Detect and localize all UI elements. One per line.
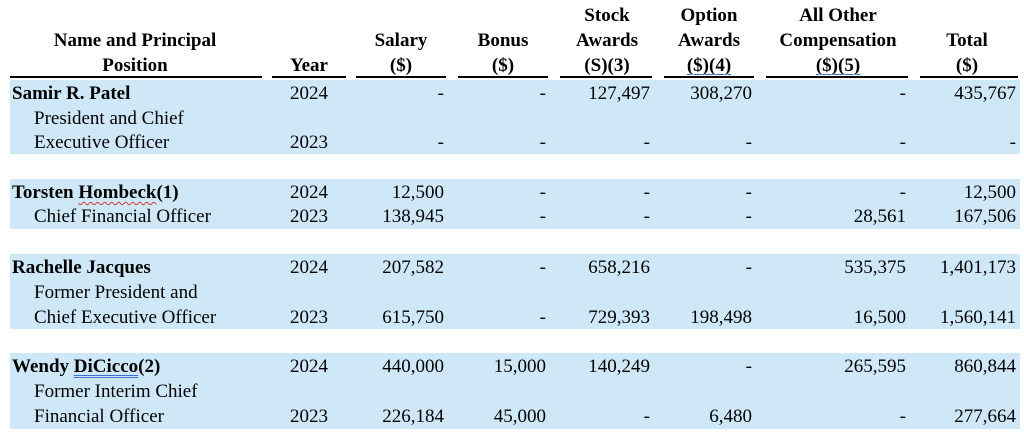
- bonus-cell: -: [539, 257, 546, 278]
- header-name-position: Name and Principal Position: [53, 30, 217, 76]
- option-cell: -: [745, 257, 752, 278]
- option-cell: 6,480: [709, 406, 752, 427]
- salary-cell: 226,184: [382, 406, 444, 427]
- bonus-cell: -: [539, 83, 546, 104]
- year-cell: 2023: [290, 132, 328, 153]
- officer-name: Rachelle Jacques: [12, 257, 151, 278]
- other-cell: -: [899, 83, 906, 104]
- officer-title: Executive Officer: [34, 132, 170, 153]
- header-option-awards: Option Awards ($)(4): [678, 5, 740, 76]
- stock-cell: 127,497: [588, 83, 650, 104]
- option-cell: -: [745, 182, 752, 203]
- header-rule-stock: [560, 76, 652, 78]
- option-cell: -: [745, 132, 752, 153]
- salary-cell: -: [437, 132, 444, 153]
- officer-name: Torsten Hombeck(1): [12, 182, 179, 203]
- officer-band: [10, 254, 1020, 329]
- bonus-cell: 15,000: [493, 356, 546, 377]
- officer-title: Former Interim Chief: [34, 381, 198, 402]
- year-cell: 2023: [290, 206, 328, 227]
- total-cell: 277,664: [954, 406, 1016, 427]
- option-cell: -: [745, 356, 752, 377]
- salary-cell: 440,000: [382, 356, 444, 377]
- total-cell: -: [1009, 132, 1016, 153]
- header-rule-year: [272, 76, 346, 78]
- bonus-cell: -: [539, 132, 546, 153]
- officer-band: [10, 179, 1020, 229]
- option-cell: 198,498: [690, 307, 752, 328]
- year-cell: 2024: [290, 83, 328, 104]
- total-cell: 1,560,141: [940, 307, 1016, 328]
- officer-name: Wendy DiCicco(2): [12, 356, 161, 377]
- bonus-cell: -: [539, 307, 546, 328]
- header-bonus: Bonus ($): [477, 30, 529, 76]
- other-cell: 28,561: [853, 206, 906, 227]
- salary-cell: -: [437, 83, 444, 104]
- header-rule-total: [920, 76, 1018, 78]
- header-stock-awards: Stock Awards (S)(3): [576, 5, 638, 76]
- stock-cell: 658,216: [588, 257, 650, 278]
- header-year: Year: [290, 55, 328, 76]
- stock-cell: -: [643, 406, 650, 427]
- year-cell: 2023: [290, 307, 328, 328]
- header-rule-option: [664, 76, 754, 78]
- other-cell: 535,375: [844, 257, 906, 278]
- officer-title: Former President and: [34, 282, 198, 303]
- other-cell: -: [899, 132, 906, 153]
- header-rule-name: [10, 76, 262, 78]
- stock-cell: 729,393: [588, 307, 650, 328]
- officer-band: [10, 353, 1020, 429]
- total-cell: 167,506: [954, 206, 1016, 227]
- year-cell: 2024: [290, 356, 328, 377]
- year-cell: 2024: [290, 182, 328, 203]
- other-cell: -: [899, 406, 906, 427]
- other-cell: -: [899, 182, 906, 203]
- stock-cell: -: [643, 206, 650, 227]
- year-cell: 2023: [290, 406, 328, 427]
- salary-cell: 12,500: [391, 182, 444, 203]
- stock-cell: 140,249: [588, 356, 650, 377]
- header-total: Total ($): [946, 30, 988, 76]
- other-cell: 265,595: [844, 356, 906, 377]
- bonus-cell: -: [539, 182, 546, 203]
- total-cell: 860,844: [954, 356, 1016, 377]
- officer-title: President and Chief: [34, 108, 184, 129]
- stock-cell: -: [643, 132, 650, 153]
- total-cell: 1,401,173: [940, 257, 1016, 278]
- officer-title: Financial Officer: [34, 406, 164, 427]
- header-salary: Salary ($): [374, 30, 428, 76]
- officer-title: Chief Financial Officer: [34, 206, 211, 227]
- header-all-other-compensation: All Other Compensation ($)(5): [779, 5, 897, 76]
- bonus-cell: 45,000: [493, 406, 546, 427]
- officer-name: Samir R. Patel: [12, 83, 131, 104]
- header-rule-bonus: [458, 76, 548, 78]
- header-rule-salary: [356, 76, 446, 78]
- salary-cell: 615,750: [382, 307, 444, 328]
- officer-title: Chief Executive Officer: [34, 307, 217, 328]
- other-cell: 16,500: [853, 307, 906, 328]
- officer-band: [10, 80, 1020, 154]
- total-cell: 435,767: [954, 83, 1016, 104]
- salary-cell: 207,582: [382, 257, 444, 278]
- total-cell: 12,500: [963, 182, 1016, 203]
- header-rule-other: [766, 76, 908, 78]
- option-cell: -: [745, 206, 752, 227]
- bonus-cell: -: [539, 206, 546, 227]
- option-cell: 308,270: [690, 83, 752, 104]
- year-cell: 2024: [290, 257, 328, 278]
- salary-cell: 138,945: [382, 206, 444, 227]
- stock-cell: -: [643, 182, 650, 203]
